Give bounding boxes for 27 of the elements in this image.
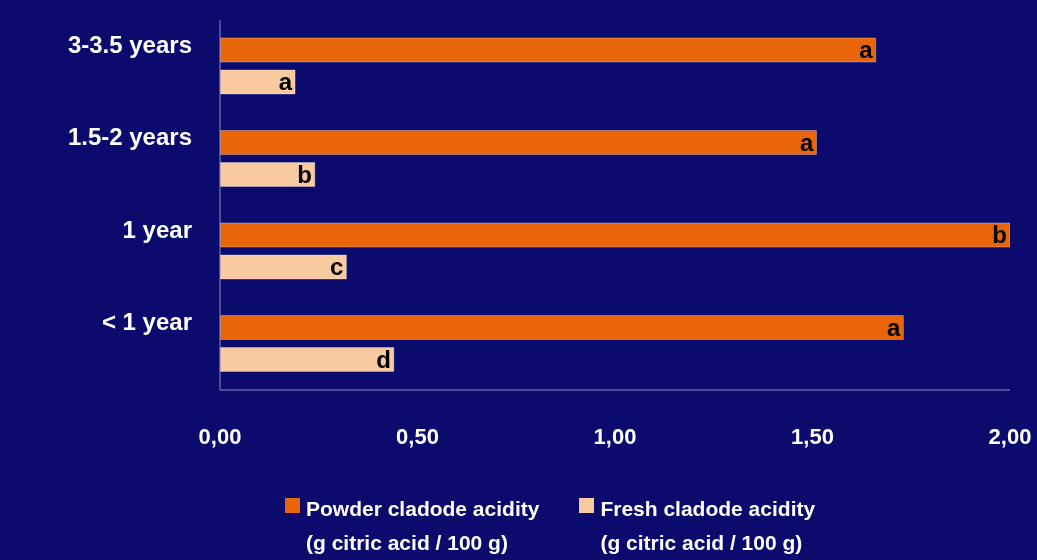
y-tick-label: 1 year <box>122 215 192 243</box>
legend-label: Fresh cladode acidity (g citric acid / 100 g) <box>600 496 816 556</box>
x-tick-label: 2,00 <box>988 423 1032 449</box>
data-label: a <box>800 128 815 156</box>
bar <box>220 254 347 280</box>
x-tick-label: 1,50 <box>791 423 834 449</box>
x-tick-label: 0,00 <box>198 423 242 449</box>
data-label: b <box>992 221 1007 248</box>
bar <box>220 69 296 95</box>
bar <box>220 222 1010 248</box>
bar <box>220 162 316 187</box>
bar <box>220 37 877 63</box>
bar <box>220 130 817 155</box>
x-tick-label: 1,00 <box>593 423 637 449</box>
data-label: c <box>330 253 344 280</box>
y-tick-label: 1.5-2 years <box>67 123 192 151</box>
x-tick-label: 0,50 <box>396 423 439 449</box>
data-label: a <box>886 313 901 341</box>
legend-label: Powder cladode acidity (g citric acid / 100 g) <box>306 496 540 556</box>
y-tick-label: < 1 year <box>101 308 192 336</box>
y-tick-label: 3-3.5 years <box>67 30 192 58</box>
bar <box>220 347 395 372</box>
data-label: b <box>297 160 312 188</box>
bar <box>220 315 904 340</box>
data-label: a <box>859 36 874 63</box>
data-label: d <box>376 345 391 373</box>
data-label: a <box>278 68 293 95</box>
